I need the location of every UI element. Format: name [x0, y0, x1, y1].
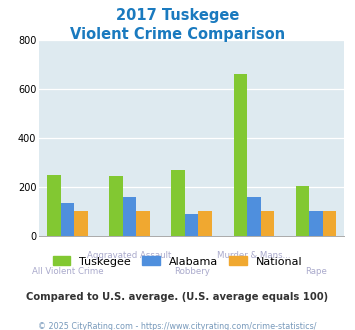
- Bar: [74, 212, 88, 236]
- Bar: [198, 212, 212, 236]
- Text: 2017 Tuskegee: 2017 Tuskegee: [116, 8, 239, 23]
- Bar: [247, 197, 261, 236]
- Bar: [261, 212, 274, 236]
- Bar: [185, 214, 198, 236]
- Bar: [296, 186, 309, 236]
- Bar: [323, 212, 337, 236]
- Bar: [136, 212, 150, 236]
- Bar: [234, 74, 247, 236]
- Text: Violent Crime Comparison: Violent Crime Comparison: [70, 27, 285, 42]
- Text: Robbery: Robbery: [174, 267, 210, 276]
- Text: All Violent Crime: All Violent Crime: [32, 267, 103, 276]
- Text: Murder & Mans...: Murder & Mans...: [217, 251, 291, 260]
- Text: © 2025 CityRating.com - https://www.cityrating.com/crime-statistics/: © 2025 CityRating.com - https://www.city…: [38, 322, 317, 330]
- Text: Aggravated Assault: Aggravated Assault: [87, 251, 172, 260]
- Bar: [47, 175, 61, 236]
- Bar: [309, 211, 323, 236]
- Bar: [171, 170, 185, 236]
- Text: Rape: Rape: [305, 267, 327, 276]
- Bar: [123, 197, 136, 236]
- Legend: Tuskegee, Alabama, National: Tuskegee, Alabama, National: [53, 256, 302, 267]
- Bar: [109, 176, 123, 236]
- Text: Compared to U.S. average. (U.S. average equals 100): Compared to U.S. average. (U.S. average …: [26, 292, 329, 302]
- Bar: [61, 203, 74, 236]
